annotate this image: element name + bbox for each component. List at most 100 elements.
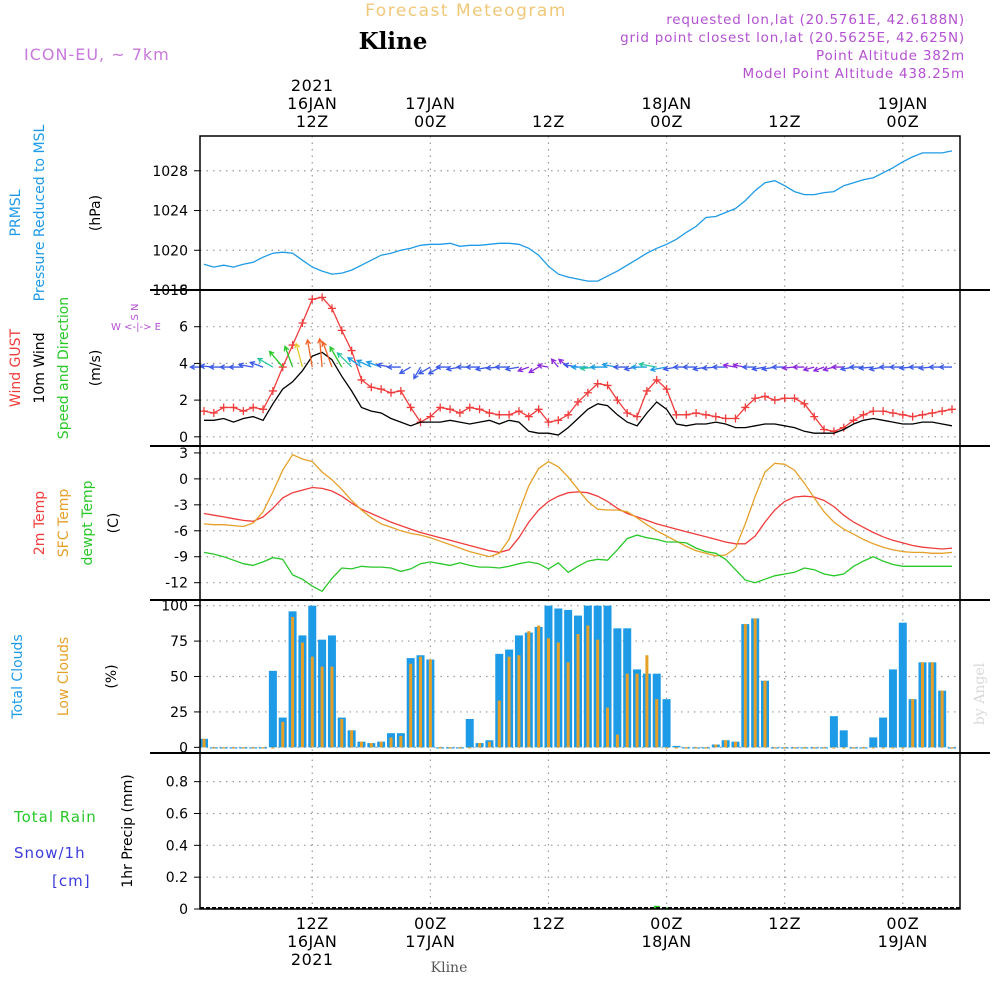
gust-marker [377, 385, 386, 394]
low-cloud-bar [212, 747, 216, 749]
y-tick-label: 0.2 [166, 870, 188, 886]
y-tick-label: 1020 [152, 243, 188, 259]
gust-marker [446, 405, 455, 414]
low-cloud-bar [458, 747, 462, 749]
low-cloud-bar [281, 721, 285, 748]
series-line-dewpt-temp [203, 534, 952, 593]
low-cloud-bar [665, 747, 669, 749]
low-cloud-bar [812, 747, 816, 749]
low-cloud-bar [340, 719, 344, 748]
wind-arrow [413, 366, 422, 380]
gust-marker [475, 405, 484, 414]
wind-arrow [938, 364, 952, 371]
low-cloud-bar [704, 747, 708, 749]
y-axis-label: (m/s) [88, 350, 104, 387]
y-axis-label: 1hr Precip (mm) [120, 774, 136, 887]
low-cloud-bar [517, 655, 521, 748]
y-axis-label: (hPa) [88, 195, 104, 231]
wind-arrow [649, 366, 667, 373]
gust-marker [859, 410, 868, 419]
gust-marker [770, 396, 779, 405]
low-cloud-bar [753, 618, 757, 748]
gust-marker [810, 412, 819, 421]
gust-marker [711, 412, 720, 421]
wind-arrow [355, 359, 372, 368]
low-cloud-bar [625, 673, 629, 748]
low-cloud-bar [842, 747, 846, 749]
y-axis-label: SFC Temp [56, 489, 72, 558]
panels: 1016102010241028PRMSLPressure Reduced to… [8, 124, 990, 918]
low-cloud-bar [950, 747, 954, 749]
gust-marker [721, 414, 730, 423]
gust-marker [505, 410, 514, 419]
wind-arrow [638, 361, 657, 368]
y-axis-label: Speed and Direction [56, 297, 72, 439]
low-cloud-bar [409, 663, 413, 748]
wind-arrow [268, 350, 284, 368]
wind-arrow [570, 364, 588, 371]
total-cloud-bar [888, 669, 897, 748]
low-cloud-bar [645, 655, 649, 748]
gust-marker [938, 407, 947, 416]
low-cloud-bar [930, 662, 934, 748]
y-axis-label: Low Clouds [56, 637, 72, 716]
low-cloud-bar [232, 747, 236, 749]
gust-marker [357, 375, 366, 384]
gust-marker [761, 392, 769, 401]
wind-arrow [536, 362, 549, 369]
series-line-prmsl [203, 150, 953, 282]
time-label-top: 00Z [414, 112, 447, 131]
panel-clouds: 0 25 50 75 100 Total Clouds Low Clouds (%) [10, 599, 961, 756]
gust-marker [406, 403, 415, 412]
panel-pressure: 1016102010241028PRMSLPressure Reduced to… [8, 124, 961, 301]
wind-arrow [398, 366, 412, 374]
gust-marker [574, 397, 582, 406]
total-cloud-bar [869, 737, 878, 748]
low-cloud-bar [783, 747, 787, 749]
low-cloud-bar [655, 699, 659, 748]
gridlines-0 [200, 136, 960, 291]
header-model-altitude: Model Point Altitude 438.25m [743, 66, 965, 82]
y-tick-label: -9 [174, 550, 188, 566]
gust-marker [426, 412, 435, 421]
wind-arrow [504, 365, 520, 372]
low-cloud-bar [635, 673, 639, 748]
wind-arrow [681, 364, 697, 371]
wind-arrow [711, 364, 726, 371]
wind-arrow [417, 366, 431, 375]
low-cloud-bar [556, 642, 560, 748]
precip-bar-total-rain [663, 907, 670, 909]
low-cloud-bar [419, 656, 423, 748]
wind-arrow [550, 358, 559, 368]
low-cloud-bar [251, 747, 255, 749]
y-tick-label: 2 [179, 393, 188, 409]
time-label-bottom: 00Z [886, 914, 919, 933]
low-cloud-bar [891, 747, 895, 749]
header-requested: requested lon,lat (20.5761E, 42.6188N) [666, 12, 965, 28]
y-tick-label: 1024 [152, 204, 188, 220]
low-cloud-bar [901, 747, 905, 749]
wind-arrow [722, 362, 736, 369]
low-cloud-bar [733, 741, 737, 748]
gust-marker [642, 386, 651, 395]
gust-marker [829, 427, 838, 436]
time-label-bottom: 12Z [296, 914, 329, 933]
gust-marker [308, 295, 317, 304]
gust-marker [534, 405, 543, 414]
y-axis-label: 10m Wind [32, 332, 48, 403]
low-cloud-bar [359, 741, 363, 748]
gust-marker [387, 388, 395, 397]
low-cloud-bar [773, 747, 777, 749]
gust-marker [327, 304, 336, 313]
y-axis-label: Pressure Reduced to MSL [32, 124, 48, 301]
time-label-top: 12Z [768, 112, 801, 131]
wind-arrow [237, 362, 254, 369]
low-cloud-bar [576, 634, 580, 748]
low-cloud-bar [261, 747, 265, 749]
time-label-top: 00Z [886, 112, 919, 131]
low-cloud-bar [202, 738, 206, 748]
gust-marker [229, 403, 238, 412]
gust-marker [200, 407, 208, 416]
wind-arrow [321, 340, 333, 368]
low-cloud-bar [674, 747, 678, 749]
